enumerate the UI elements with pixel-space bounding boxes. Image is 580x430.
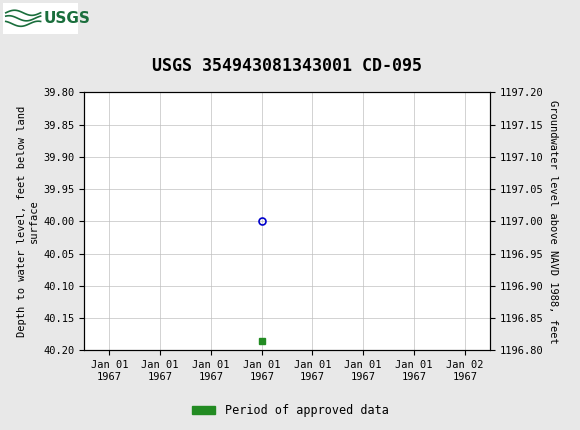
Y-axis label: Depth to water level, feet below land
surface: Depth to water level, feet below land su… xyxy=(17,106,39,337)
Y-axis label: Groundwater level above NAVD 1988, feet: Groundwater level above NAVD 1988, feet xyxy=(548,100,558,343)
Text: USGS: USGS xyxy=(44,11,90,26)
Legend: Period of approved data: Period of approved data xyxy=(187,399,393,422)
FancyBboxPatch shape xyxy=(3,3,78,34)
Text: USGS 354943081343001 CD-095: USGS 354943081343001 CD-095 xyxy=(152,57,422,75)
